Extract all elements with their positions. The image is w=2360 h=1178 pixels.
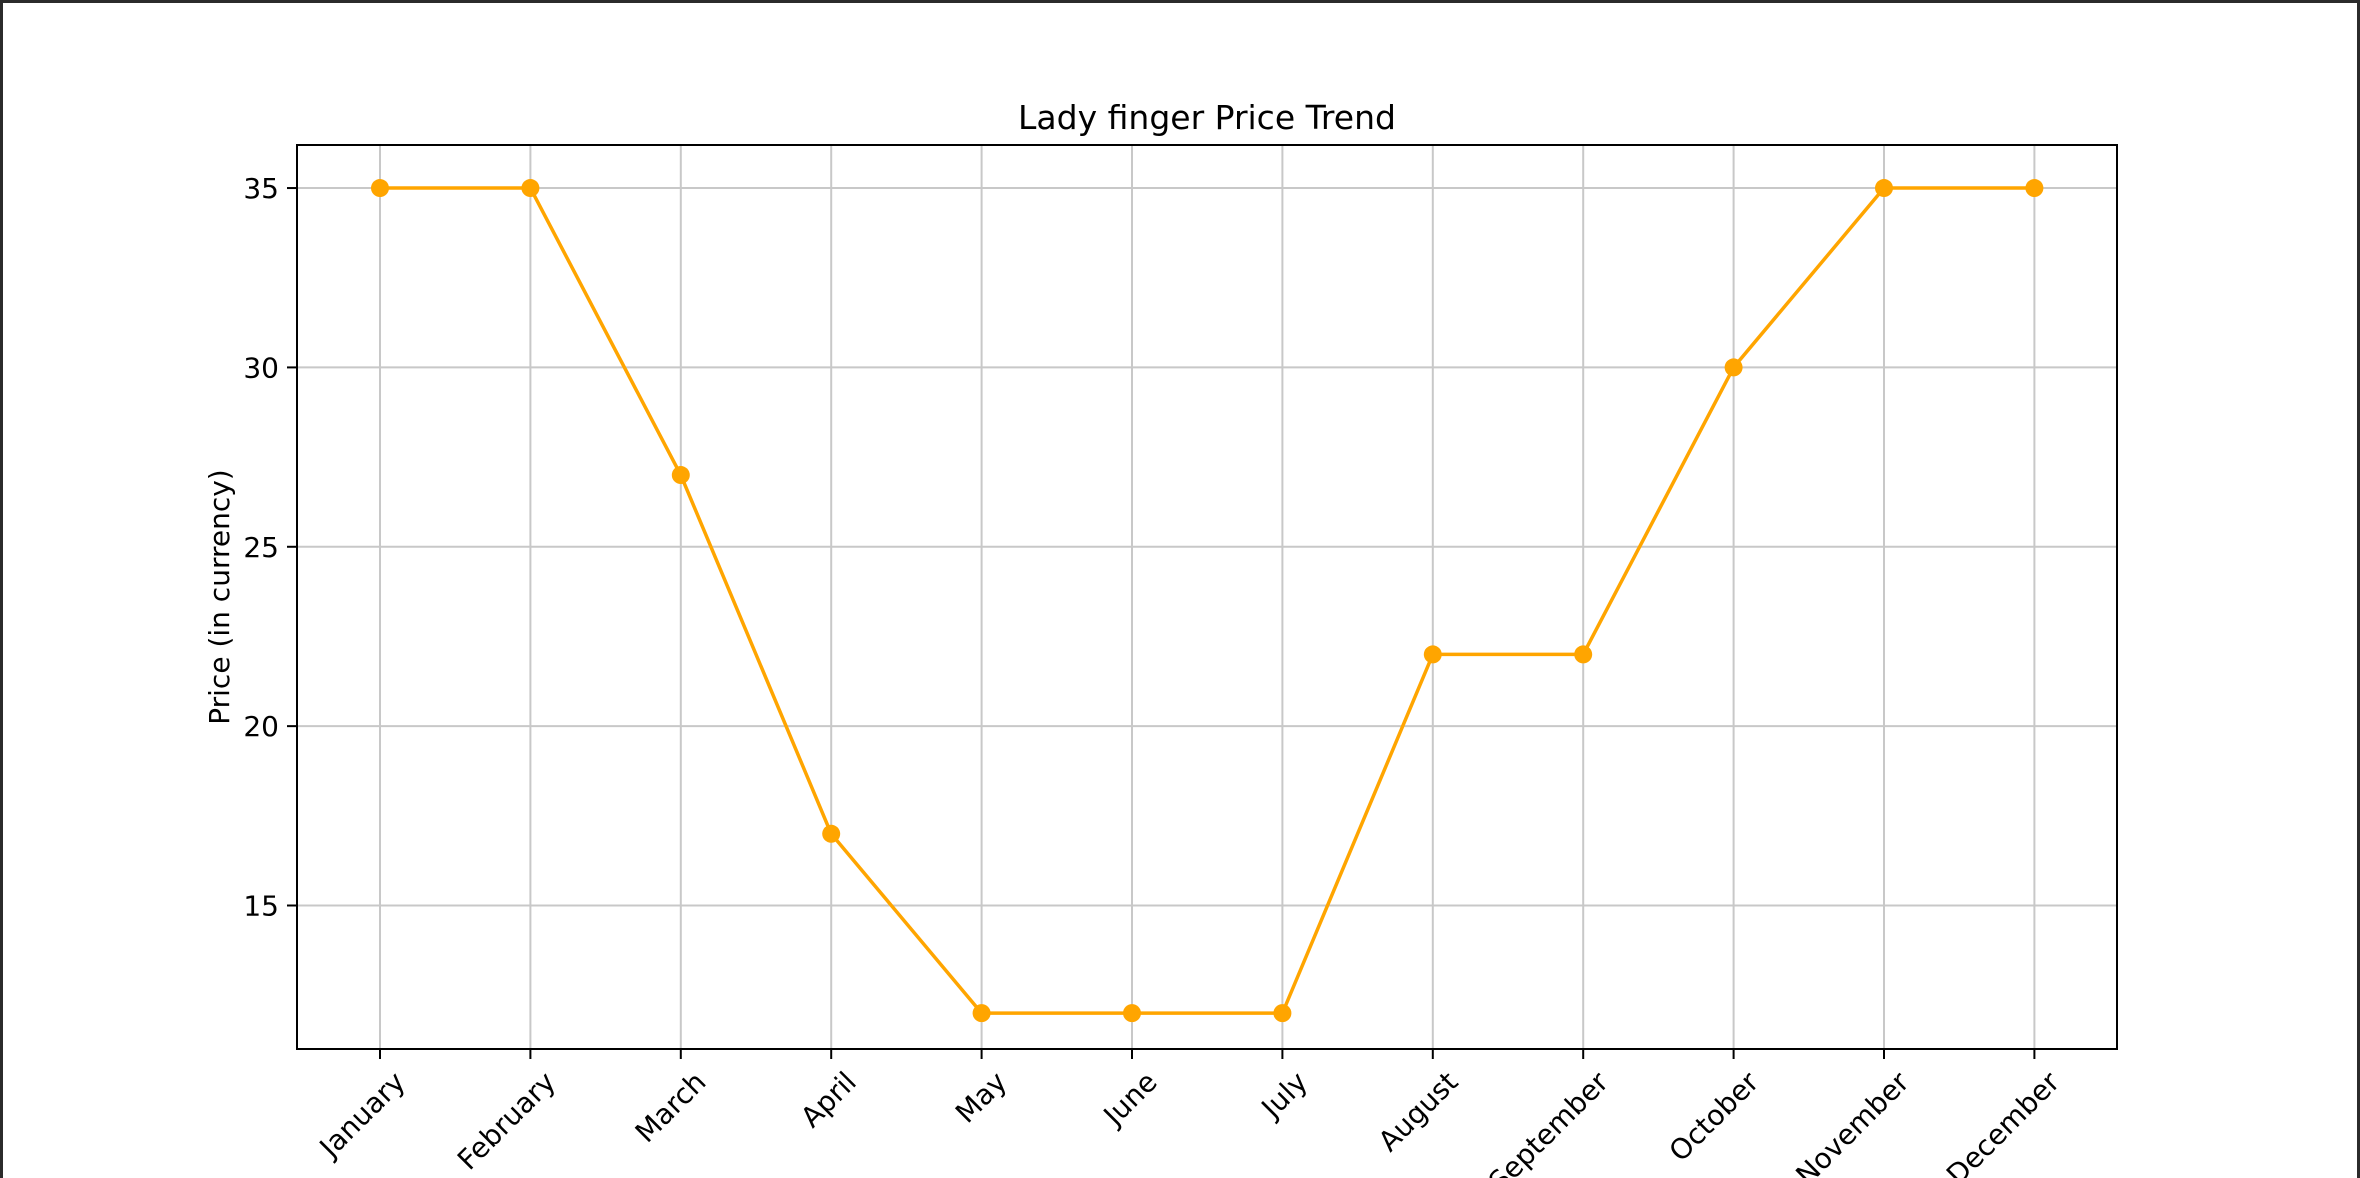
series-line	[380, 186, 2035, 1015]
y-tick-label: 20	[243, 710, 279, 743]
data-point	[1123, 1004, 1141, 1023]
data-point	[1875, 179, 1893, 198]
chart-title: Lady finger Price Trend	[1018, 98, 1396, 137]
x-tick-label: August	[1372, 1065, 1465, 1158]
x-tick-label: October	[1663, 1065, 1766, 1168]
y-tick-label: 15	[243, 890, 279, 923]
y-tick-label: 30	[243, 351, 279, 384]
plot-frame	[296, 144, 2118, 1050]
y-tick-label: 25	[243, 531, 279, 564]
data-point	[521, 179, 540, 198]
x-tick-label: April	[794, 1065, 863, 1134]
chart-figure: Lady finger Price Trend Price (in curren…	[3, 3, 2357, 1178]
x-tick-label: November	[1789, 1065, 1916, 1178]
x-tick-label: January	[312, 1065, 412, 1165]
line-chart: Lady finger Price Trend Price (in curren…	[203, 98, 2118, 1178]
data-point	[1724, 358, 1743, 377]
data-point	[371, 179, 389, 198]
data-point	[2025, 179, 2044, 198]
x-tick-label: February	[451, 1065, 562, 1176]
y-tick-label: 35	[243, 172, 279, 205]
x-tick-label: December	[1940, 1065, 2066, 1178]
x-tick-label: March	[629, 1065, 713, 1149]
x-tick-label: May	[949, 1065, 1013, 1129]
x-tick-label: July	[1254, 1065, 1314, 1125]
x-tick-label: September	[1482, 1065, 1615, 1178]
data-point	[822, 824, 841, 843]
data-point	[1423, 645, 1442, 664]
axis-ticks: January February March April May June July Augu…	[243, 172, 2066, 1178]
data-point	[1273, 1004, 1292, 1023]
data-point	[1574, 645, 1593, 664]
data-point	[671, 466, 690, 485]
series-layer	[371, 179, 2044, 1023]
grid-lines	[297, 145, 2117, 1049]
y-axis-label: Price (in currency)	[203, 469, 236, 724]
x-tick-label: June	[1096, 1065, 1164, 1133]
data-point	[972, 1004, 991, 1023]
